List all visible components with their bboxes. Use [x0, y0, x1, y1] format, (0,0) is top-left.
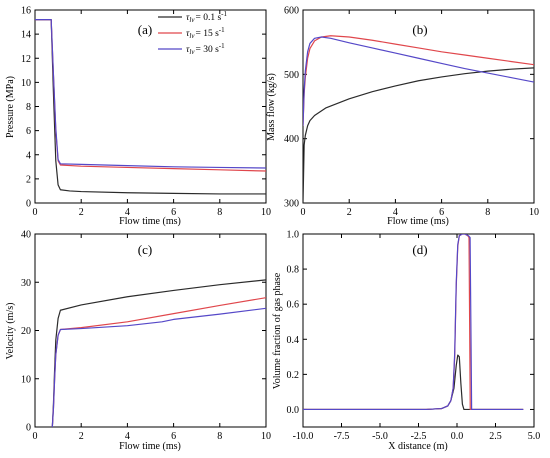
panel-d-tag: (d) — [412, 242, 427, 257]
legend-entry-2: τlv= 15 s-1 — [186, 26, 225, 40]
panel-c-xtick-label: 6 — [171, 431, 176, 442]
panel-b-plot-frame — [302, 9, 535, 204]
panel-d-ytick-label: 0.4 — [287, 335, 300, 346]
panel-c-xlabel: Flow time (ms) — [119, 441, 181, 452]
panel-d-ytick-label: 0.0 — [287, 405, 300, 416]
panel-b-xtick-label: 8 — [485, 207, 490, 218]
panel-c-ytick-label: 30 — [21, 278, 31, 289]
panel-c-tag: (c) — [138, 242, 152, 257]
legend-entry-1: τlv= 0.1 s-1 — [186, 10, 227, 24]
panel-b-ylabel: Mass flow (kg/s) — [266, 73, 277, 141]
panel-d-series-2-line — [303, 234, 524, 411]
panel-b-ytick-label: 600 — [284, 6, 299, 17]
panel-d-xtick-label: -5.0 — [372, 431, 388, 442]
panel-d-xtick-label: -10.0 — [293, 431, 314, 442]
panel-a-tag: (a) — [138, 22, 152, 37]
panel-c-plot-frame — [34, 233, 267, 428]
panel-c-ytick-label: 20 — [21, 326, 31, 337]
panel-d-plot-frame — [302, 233, 535, 428]
legend-entry-3: τlv= 30 s-1 — [186, 42, 225, 56]
panel-d-ytick-label: 0.6 — [287, 300, 300, 311]
panel-a-plot-frame — [34, 9, 267, 204]
panel-a-ytick-label: 6 — [26, 126, 31, 137]
panel-b-ytick-label: 300 — [284, 199, 299, 210]
panel-c: 0 2 4 6 8 10 0 10 20 30 40 (c) Flow time (ms) Velo… — [5, 230, 271, 453]
panel-a-ytick-label: 8 — [26, 102, 31, 113]
panel-a-xtick-label: 2 — [79, 207, 84, 218]
panel-a-xlabel: Flow time (ms) — [119, 216, 181, 227]
panel-a-ytick-label: 16 — [21, 6, 31, 17]
panel-a-ytick-label: 12 — [21, 54, 31, 65]
panel-b: 0 2 4 6 8 10 300 400 500 600 (b) Flow time (ms) M… — [266, 6, 539, 228]
panel-a-ylabel: Pressure (MPa) — [5, 76, 16, 138]
panel-a-xtick-label: 0 — [33, 207, 38, 218]
panel-b-xtick-label: 0 — [301, 207, 306, 218]
panel-d-ytick-label: 1.0 — [287, 230, 300, 241]
panel-c-series-1-line — [51, 279, 266, 427]
panel-b-xtick-label: 6 — [439, 207, 444, 218]
panel-d-xtick-label: -2.5 — [411, 431, 427, 442]
panel-c-series-3-line — [51, 307, 266, 427]
panel-d-ytick-label: 0.2 — [287, 370, 300, 381]
panel-c-xtick-label: 8 — [217, 431, 222, 442]
panel-d-series-3-line — [303, 234, 524, 411]
panel-c-xtick-label: 4 — [125, 431, 130, 442]
panel-b-series-1-line — [303, 67, 534, 203]
panel-b-tag: (b) — [412, 22, 427, 37]
panel-d-xtick-label: 2.5 — [489, 431, 502, 442]
panel-d-xtick-label: 0.0 — [451, 431, 464, 442]
panel-c-ylabel: Velocity (m/s) — [5, 303, 16, 360]
panel-b-xtick-label: 10 — [529, 207, 539, 218]
panel-a-xtick-label: 4 — [125, 207, 130, 218]
panel-b-ytick-label: 400 — [284, 134, 299, 145]
panel-a-ytick-label: 0 — [26, 199, 31, 210]
panel-b-ytick-label: 500 — [284, 70, 299, 81]
panel-a-ytick-label: 10 — [21, 78, 31, 89]
panel-c-ytick-label: 10 — [21, 374, 31, 385]
panel-b-xtick-label: 4 — [393, 207, 398, 218]
panel-a-series-2-line — [35, 19, 266, 172]
panel-a-xtick-label: 8 — [217, 207, 222, 218]
panel-c-ytick-label: 0 — [26, 423, 31, 434]
panel-d-xtick-label: -7.5 — [334, 431, 350, 442]
panel-a-series-1-line — [35, 19, 266, 195]
panel-b-series-3-line — [303, 36, 534, 126]
panel-b-xtick-label: 2 — [347, 207, 352, 218]
panel-c-ytick-label: 40 — [21, 230, 31, 241]
panel-a-xtick-label: 10 — [261, 207, 271, 218]
panel-d-xtick-label: 5.0 — [528, 431, 541, 442]
panel-b-series-2-line — [303, 35, 534, 126]
panel-d-series-1-line — [303, 354, 524, 411]
panel-d-ytick-label: 0.8 — [287, 265, 300, 276]
panel-c-xtick-label: 0 — [33, 431, 38, 442]
panel-b-xlabel: Flow time (ms) — [387, 216, 449, 227]
panel-a-ytick-label: 2 — [26, 174, 31, 185]
panel-a-series-3-line — [35, 19, 266, 169]
panel-a-ytick-label: 4 — [26, 150, 31, 161]
legend: τlv= 0.1 s-1 τlv= 15 s-1 τlv= 30 s-1 — [158, 10, 227, 56]
panel-c-xtick-label: 10 — [261, 431, 271, 442]
panel-c-series-2-line — [51, 297, 266, 427]
panel-a-ytick-label: 14 — [21, 30, 31, 41]
panel-d-ylabel: Volume fraction of gas phase — [272, 272, 283, 389]
panel-c-xtick-label: 2 — [79, 431, 84, 442]
panel-a-xtick-label: 6 — [171, 207, 176, 218]
panel-d: -10.0 -7.5 -5.0 -2.5 0.0 2.5 5.0 0.0 0.2 0.4 0.6 0.… — [272, 230, 540, 453]
panel-d-xlabel: X distance (m) — [388, 441, 447, 452]
